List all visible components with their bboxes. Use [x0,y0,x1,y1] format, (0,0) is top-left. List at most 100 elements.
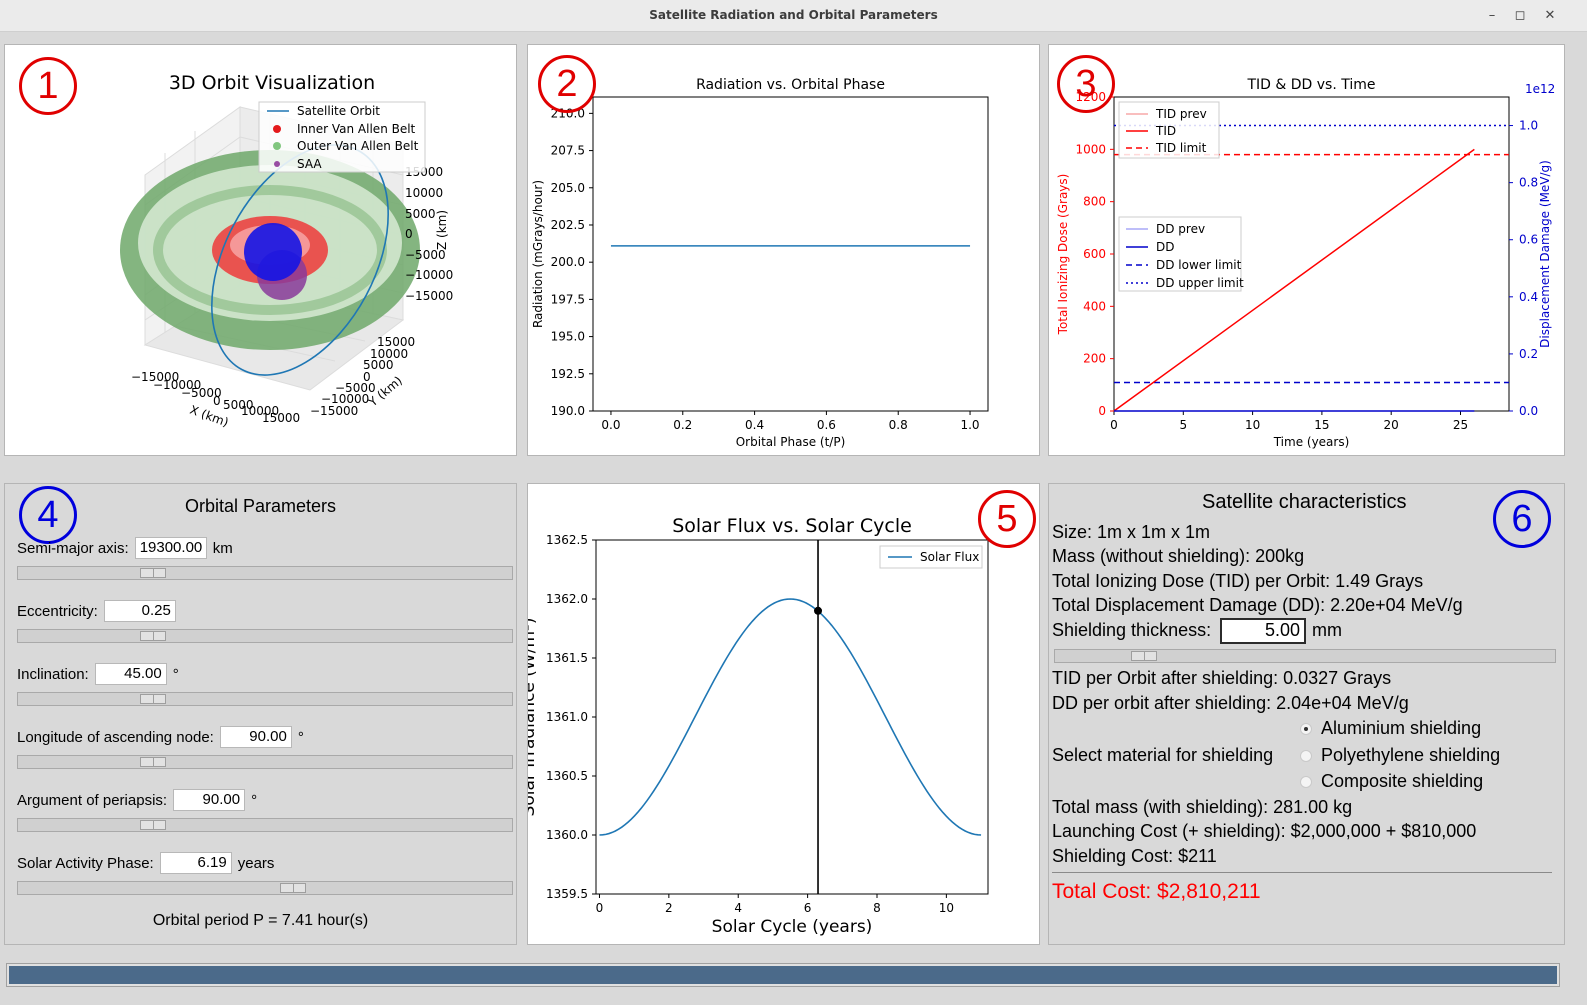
y-tick-label: 1360.0 [546,828,588,842]
svg-text:−15000: −15000 [310,404,358,418]
svg-text:−10000: −10000 [405,268,453,282]
svg-text:SAA: SAA [297,157,322,171]
y-tick-label: 1362.5 [546,533,588,547]
chart-title: Solar Flux vs. Solar Cycle [672,515,912,537]
shielding-thickness-input[interactable]: 5.00 [1220,618,1306,644]
separator [1052,872,1552,873]
dd-legend: DD prev DD DD lower limit DD upper limit [1118,216,1244,292]
param-input[interactable]: 90.00 [173,789,246,811]
y-axis-label: Solar Irradiance (W/m²) [528,618,539,817]
satellite-characteristics-panel: 6 [1048,483,1565,945]
y-tick-label: 207.5 [551,144,585,158]
tid-dd-panel[interactable]: TID & DD vs. Time 0 5 10 15 20 25 0 200 400 600 800… [1048,44,1565,456]
tid-dd-chart[interactable]: TID & DD vs. Time 0 5 10 15 20 25 0 200 400 600 800… [1049,45,1564,455]
param-input[interactable]: 19300.00 [134,537,207,559]
solar-legend: Solar Flux [879,545,983,569]
param-input[interactable]: 45.00 [94,663,167,685]
x-tick-label: 1.0 [960,418,979,432]
param-slider-handle[interactable] [139,568,166,578]
chart-title: TID & DD vs. Time [1246,77,1375,93]
param-slider-handle[interactable] [139,820,166,830]
param-label: Longitude of ascending node: [17,728,214,746]
svg-text:10000: 10000 [241,404,279,418]
x-tick-label: 10 [939,901,954,915]
panel-number-3: 3 [1057,55,1115,113]
radiation-panel[interactable]: Radiation vs. Orbital Phase 0.0 0.2 0.4 0.6 0… [527,44,1040,456]
x-tick-label: 0.0 [601,418,620,432]
svg-text:10000: 10000 [405,186,443,200]
legend-box [879,545,983,569]
solar-flux-panel[interactable]: Solar Flux vs. Solar Cycle 0 2 4 6 8 10 1359.5 1… [519,483,1040,945]
x-axis-label: Orbital Phase (t/P) [736,435,846,449]
x-axis-label: Time (years) [1273,435,1350,449]
param-slider[interactable] [17,692,513,706]
radio-polyethylene[interactable] [1300,750,1312,762]
svg-text:0: 0 [213,394,221,408]
param-slider[interactable] [17,881,513,895]
y2-offset-label: 1e12 [1525,82,1555,96]
x-tick-label: 0.4 [745,418,764,432]
y-tick-label: 1359.5 [546,887,588,901]
radiation-chart[interactable]: Radiation vs. Orbital Phase 0.0 0.2 0.4 0.6 0… [528,45,1039,455]
orbit-3d-plot[interactable]: 3D Orbit Visualization 15000 [5,45,516,455]
shielding-slider-handle[interactable] [1130,651,1157,661]
y2-tick-label: 0.2 [1519,347,1538,361]
y-tick-label: 197.5 [551,292,585,306]
y-tick-label: 1000 [1075,142,1106,156]
x-tick-label: 25 [1453,418,1468,432]
param-input[interactable]: 6.19 [159,852,232,874]
orbit-3d-panel[interactable]: 3D Orbit Visualization 15000 [4,44,517,456]
material-polyethylene-label[interactable]: Polyethylene shielding [1321,745,1501,765]
tid-legend: TID prev TID TID limit [1118,101,1220,159]
y2-tick-label: 1.0 [1519,119,1538,133]
shielding-thickness-slider[interactable] [1054,649,1556,663]
minimize-icon[interactable]: – [1488,8,1496,23]
shielding-cost-text: Shielding Cost: $211 [1052,846,1217,866]
param-slider[interactable] [17,818,513,832]
x-tick-label: 2 [665,901,673,915]
param-slider-handle[interactable] [280,883,307,893]
shielding-unit: mm [1312,620,1342,640]
maximize-icon[interactable]: ◻ [1514,8,1526,23]
param-slider[interactable] [17,566,513,580]
param-input[interactable]: 0.25 [103,600,176,622]
material-aluminium-label[interactable]: Aluminium shielding [1321,718,1482,738]
svg-text:−5000: −5000 [405,248,446,262]
y-tick-label: 600 [1083,247,1106,261]
earth-sphere [244,223,302,281]
legend-label: DD upper limit [1156,276,1244,290]
param-input[interactable]: 90.00 [219,726,292,748]
param-slider[interactable] [17,629,513,643]
y2-tick-label: 0.4 [1519,290,1538,304]
param-slider-handle[interactable] [139,757,166,767]
legend-label: TID [1155,124,1176,138]
close-icon[interactable]: ✕ [1544,8,1556,23]
material-composite-label[interactable]: Composite shielding [1321,771,1484,791]
param-unit: ° [251,791,258,809]
param-row: Inclination: 45.00 ° [17,662,179,686]
param-slider-handle[interactable] [139,694,166,704]
radio-composite[interactable] [1300,776,1312,788]
x-tick-label: 20 [1384,418,1399,432]
param-label: Eccentricity: [17,602,98,620]
y-tick-label: 1360.5 [546,769,588,783]
legend-label: DD lower limit [1156,258,1242,272]
param-row: Argument of periapsis: 90.00 ° [17,788,257,812]
legend-label: TID prev [1155,107,1207,121]
svg-text:5000: 5000 [405,207,436,221]
window-title: Satellite Radiation and Orbital Paramete… [649,8,938,22]
solar-flux-chart[interactable]: Solar Flux vs. Solar Cycle 0 2 4 6 8 10 1359.5 1… [519,484,1039,944]
svg-text:5000: 5000 [363,358,394,372]
radio-aluminium[interactable] [1300,723,1312,735]
param-slider-handle[interactable] [139,631,166,641]
param-slider[interactable] [17,755,513,769]
y-tick-label: 202.5 [551,218,585,232]
x-tick-label: 15 [1314,418,1329,432]
dd-text: Total Displacement Damage (DD): 2.20e+04… [1052,595,1463,615]
material-label: Select material for shielding [1052,745,1274,765]
orbit-plot-title: 3D Orbit Visualization [169,72,375,94]
total-cost-text: Total Cost: $2,810,211 [1052,880,1261,903]
mass-text: Mass (without shielding): 200kg [1052,546,1305,566]
y2-axis-label: Displacement Damage (MeV/g) [1538,160,1552,348]
panel-number-4: 4 [19,486,77,544]
